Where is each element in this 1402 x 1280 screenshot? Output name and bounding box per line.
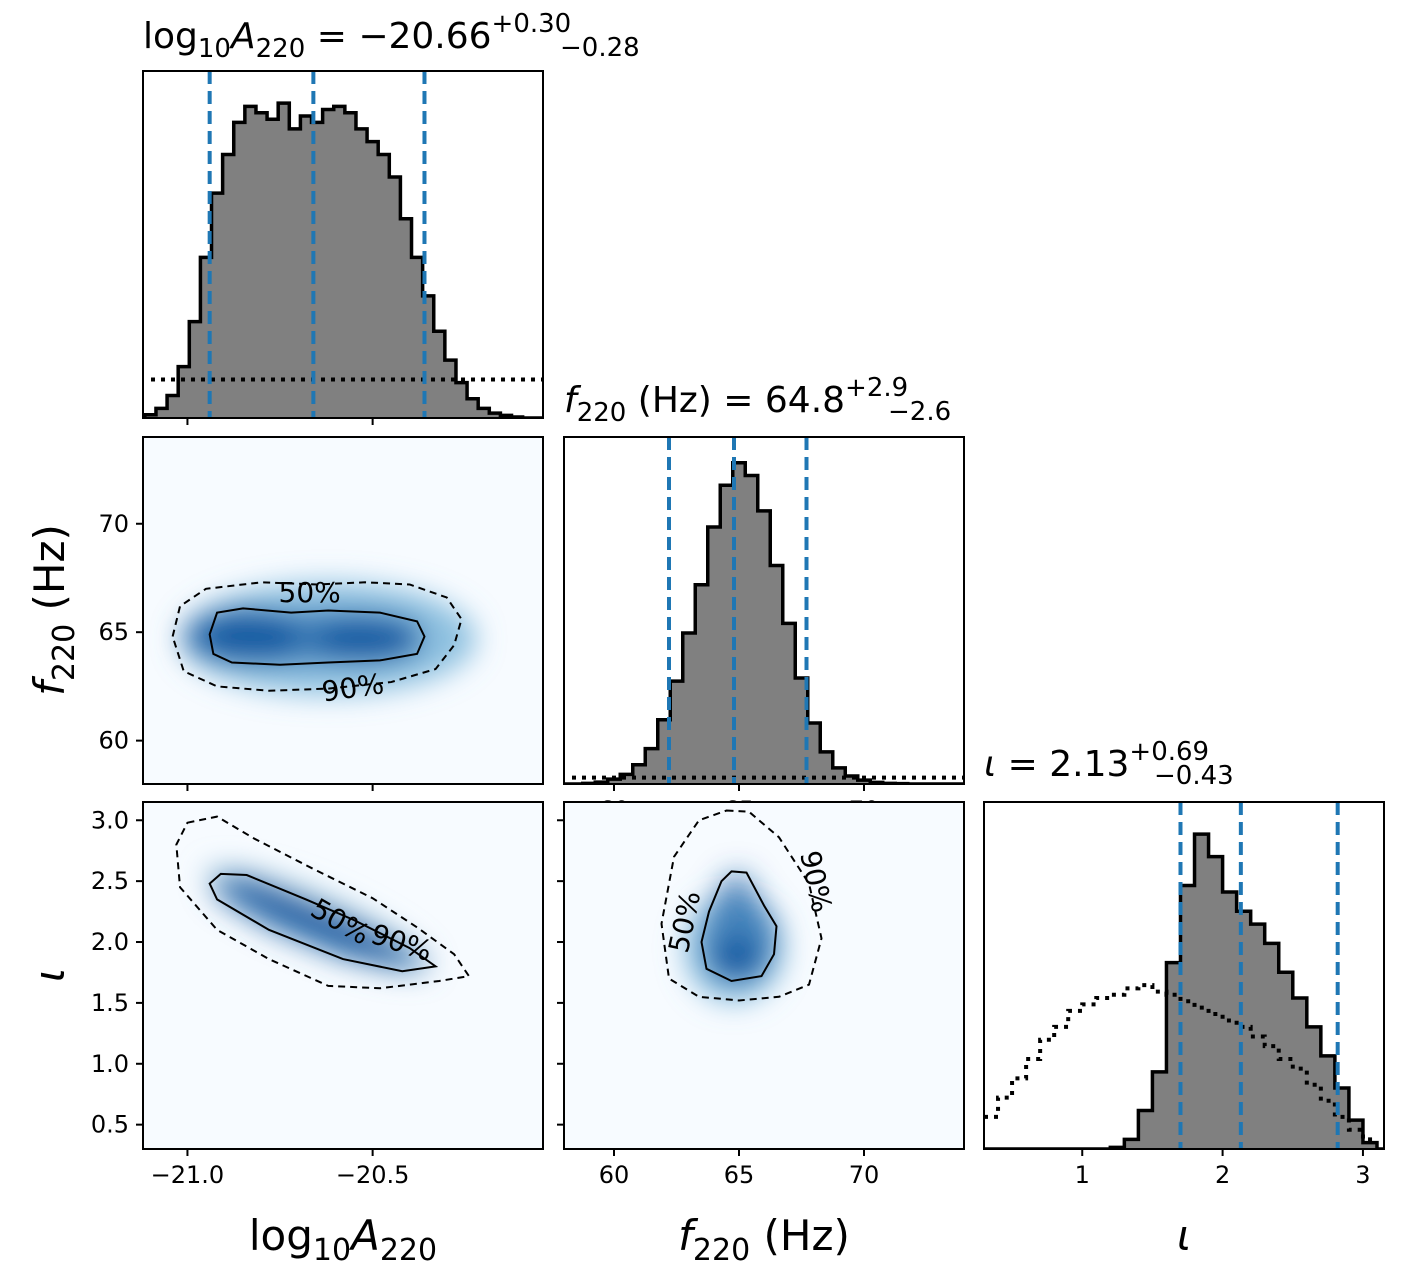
histogram-fill xyxy=(143,103,543,418)
histogram-clip xyxy=(564,437,964,784)
contour-label-50: 50% xyxy=(279,576,341,609)
contour-90 xyxy=(171,581,463,692)
title-log10A220: log10A220 = −20.66+0.30 xyxy=(143,9,571,64)
histogram-outline xyxy=(143,101,543,418)
histogram-log10A220 xyxy=(142,70,544,425)
x-tick-label: 70 xyxy=(849,1161,880,1189)
x-tick-label: 3 xyxy=(1355,1161,1370,1189)
y-tick-label: 60 xyxy=(98,727,129,755)
joint-background xyxy=(143,802,543,1149)
y-tick-label: 0.5 xyxy=(91,1111,129,1139)
histogram-outline xyxy=(984,832,1384,1149)
joint-log10A220-f220: 50%90% 60 65 70 xyxy=(98,436,544,791)
prior-line xyxy=(984,983,1377,1142)
contour-50 xyxy=(700,870,778,983)
histogram-fill xyxy=(984,834,1384,1149)
density xyxy=(206,866,436,974)
xlabel-iota: ι xyxy=(1177,1211,1191,1260)
joint-clip: 50%90% xyxy=(143,802,543,1149)
y-tick-label: 70 xyxy=(98,510,129,538)
density-core xyxy=(701,871,777,981)
x-tick-label: 2 xyxy=(1215,1161,1230,1189)
contour-50 xyxy=(208,607,426,666)
panel-frame xyxy=(563,801,965,1150)
panel-frame xyxy=(983,801,1385,1150)
title-iota-minus: −0.43 xyxy=(1154,761,1234,791)
histogram-fill xyxy=(564,462,964,784)
y-tick-label: 1.0 xyxy=(91,1050,129,1078)
joint-f220-iota: 50%90% 60 65 70 xyxy=(557,801,965,1189)
histogram-clip xyxy=(143,71,543,418)
title-log10A220-minus: −0.28 xyxy=(560,33,640,63)
title-f220: f220 (Hz) = 64.8+2.9 xyxy=(564,373,908,428)
ylabel-iota: ι xyxy=(25,968,74,982)
joint-clip: 50%90% xyxy=(143,437,543,784)
x-tick-label: −21.0 xyxy=(151,1161,225,1189)
histogram-outline xyxy=(564,460,964,784)
y-tick-label: 2.5 xyxy=(91,867,129,895)
histogram-clip xyxy=(984,802,1384,1149)
joint-clip: 50%90% xyxy=(564,802,964,1149)
title-f220-minus: −2.6 xyxy=(888,397,951,427)
y-tick-label: 2.0 xyxy=(91,928,129,956)
joint-log10A220-iota: 50%90% −21.0 −20.5 0.5 1.0 1.5 2.0 2.5 3.0 xyxy=(91,801,544,1189)
contour-50 xyxy=(208,872,439,973)
contour-90 xyxy=(660,809,823,1002)
contour-90 xyxy=(175,815,471,990)
panel-frame xyxy=(563,436,965,785)
xlabel-log10A220: log10A220 xyxy=(249,1211,437,1268)
title-iota: ι = 2.13+0.69 xyxy=(984,737,1209,785)
y-tick-label: 65 xyxy=(98,618,129,646)
y-tick-label: 1.5 xyxy=(91,989,129,1017)
xlabel-f220: f220 (Hz) xyxy=(678,1211,850,1268)
histogram-iota: 1 2 3 xyxy=(983,801,1385,1189)
density xyxy=(684,871,784,1003)
x-tick-label: 65 xyxy=(724,1161,755,1189)
x-tick-label: 1 xyxy=(1075,1161,1090,1189)
y-tick-label: 3.0 xyxy=(91,806,129,834)
ylabel-f220: f220 (Hz) xyxy=(25,524,82,696)
density-core xyxy=(209,608,425,665)
panel-frame xyxy=(142,70,544,419)
panel-frame xyxy=(142,801,544,1150)
density-core xyxy=(209,873,436,972)
x-tick-label: 60 xyxy=(599,1161,630,1189)
panel-frame xyxy=(142,436,544,785)
x-tick-label: −20.5 xyxy=(336,1161,410,1189)
